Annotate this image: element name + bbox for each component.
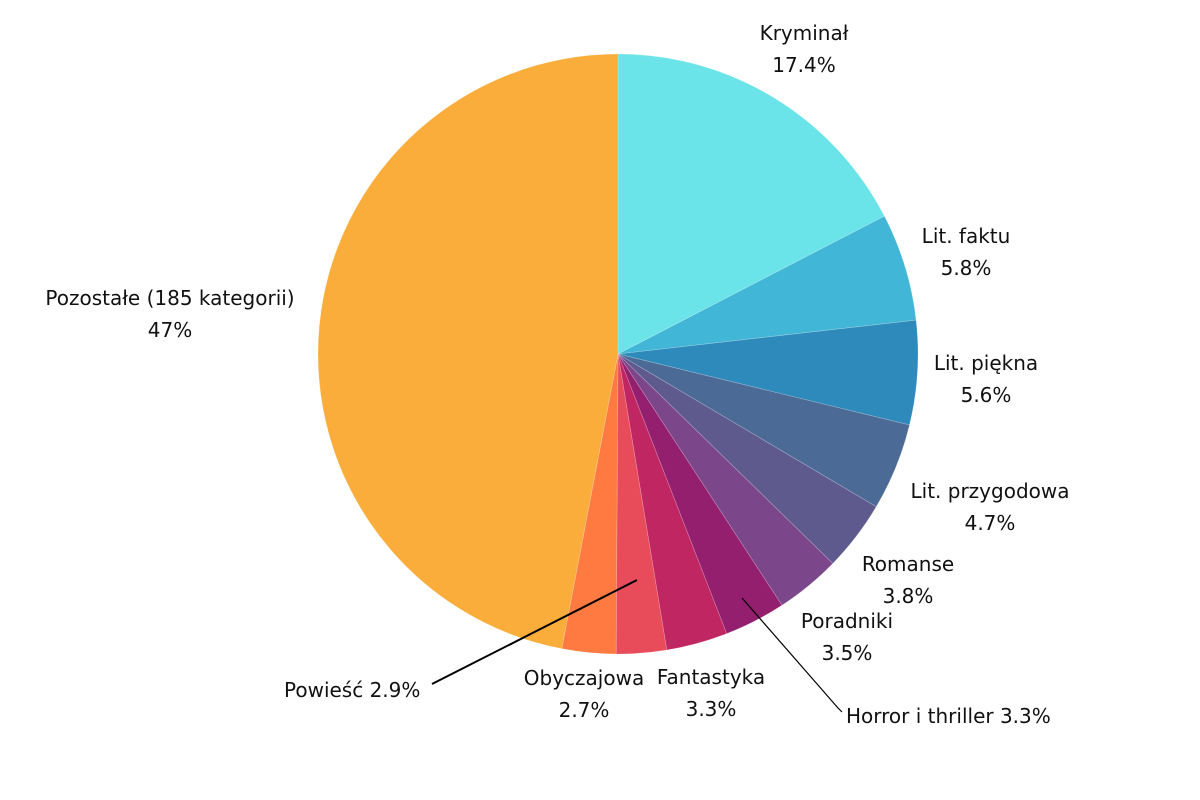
pie-slice-1 bbox=[617, 215, 917, 355]
pie-slice-7 bbox=[617, 353, 728, 651]
slice-label: Powieść 2.9% bbox=[284, 678, 420, 702]
slice-value-label: 3.8% bbox=[883, 584, 934, 608]
pie-slice-2 bbox=[617, 319, 919, 426]
slice-label: Lit. przygodowa bbox=[911, 479, 1070, 503]
slice-label: Romanse bbox=[862, 552, 954, 576]
pie-slice-10 bbox=[317, 53, 619, 650]
slice-label: Lit. piękna bbox=[934, 351, 1038, 375]
slice-value-label: 5.8% bbox=[941, 256, 992, 280]
slice-label: Kryminał bbox=[760, 21, 849, 45]
pie-slice-4 bbox=[617, 353, 877, 564]
leader-line bbox=[431, 579, 638, 685]
leader-line bbox=[741, 597, 843, 713]
slice-value-label: 5.6% bbox=[961, 383, 1012, 407]
slice-value-label: 3.5% bbox=[822, 641, 873, 665]
slice-value-label: 17.4% bbox=[772, 53, 836, 77]
pie-slice-9 bbox=[561, 353, 619, 655]
slice-label: Lit. faktu bbox=[922, 224, 1011, 248]
pie-slice-6 bbox=[617, 353, 783, 635]
slice-label: Pozostałe (185 kategorii) bbox=[45, 286, 294, 310]
slice-value-label: 4.7% bbox=[965, 511, 1016, 535]
slice-value-label: 3.3% bbox=[686, 697, 737, 721]
slice-label: Obyczajowa bbox=[524, 666, 644, 690]
pie-slice-3 bbox=[617, 353, 910, 508]
pie-slice-8 bbox=[615, 353, 668, 655]
pie-slice-5 bbox=[617, 353, 834, 606]
slice-value-label: 47% bbox=[148, 318, 192, 342]
pie-slice-0 bbox=[617, 53, 885, 355]
slice-label: Horror i thriller 3.3% bbox=[846, 704, 1051, 728]
slice-label: Poradniki bbox=[801, 609, 893, 633]
slice-value-label: 2.7% bbox=[559, 698, 610, 722]
slice-label: Fantastyka bbox=[657, 665, 765, 689]
